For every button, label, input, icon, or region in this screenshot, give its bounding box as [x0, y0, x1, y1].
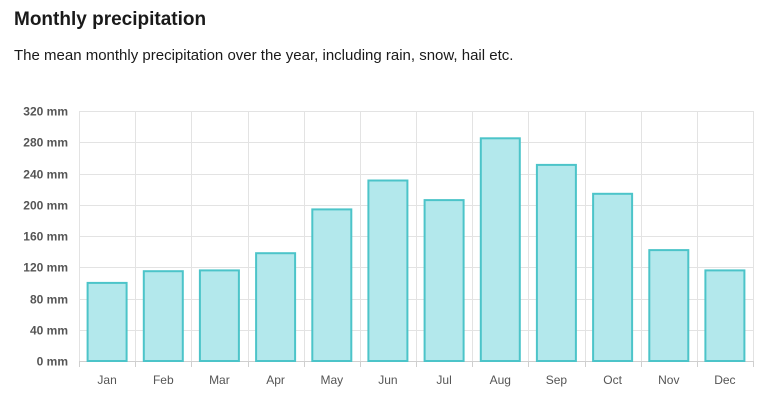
bar-jan[interactable]	[86, 281, 128, 362]
y-tick-label: 200 mm	[23, 199, 68, 213]
bar-may[interactable]	[311, 208, 353, 362]
bar-aug[interactable]	[479, 137, 521, 362]
chart-title: Monthly precipitation	[14, 9, 207, 30]
x-tick-label: Jun	[378, 373, 397, 387]
bar-sep[interactable]	[535, 163, 577, 362]
x-tick-label: Jul	[436, 373, 451, 387]
y-tick-label: 0 mm	[37, 355, 68, 369]
bar-oct[interactable]	[592, 192, 634, 362]
bar-jun[interactable]	[367, 179, 409, 362]
y-tick-label: 40 mm	[30, 324, 68, 338]
x-tick-label: Aug	[490, 373, 511, 387]
chart-subtitle: The mean monthly precipitation over the …	[14, 47, 514, 64]
x-tick-label: Apr	[266, 373, 285, 387]
x-tick-label: Mar	[209, 373, 230, 387]
y-tick-label: 320 mm	[23, 105, 68, 119]
x-tick-label: Feb	[153, 373, 174, 387]
bar-jul[interactable]	[423, 199, 465, 362]
grid-lines	[79, 111, 754, 361]
axes	[79, 361, 754, 367]
y-tick-labels: 0 mm 40 mm 80 mm 120 mm 160 mm 200 mm 240 mm 28…	[23, 105, 68, 369]
bar-nov[interactable]	[648, 249, 690, 363]
x-tick-label: Sep	[546, 373, 568, 387]
y-tick-label: 240 mm	[23, 168, 68, 182]
bar-mar[interactable]	[198, 269, 240, 362]
bar-feb[interactable]	[142, 270, 184, 363]
bar-apr[interactable]	[255, 252, 297, 362]
bars	[86, 137, 746, 363]
y-tick-label: 80 mm	[30, 293, 68, 307]
x-tick-labels: Jan Feb Mar Apr May Jun Jul Aug Sep Oct Nov Dec	[97, 373, 735, 387]
x-tick-label: Oct	[603, 373, 622, 387]
y-tick-label: 160 mm	[23, 230, 68, 244]
x-tick-label: Jan	[97, 373, 116, 387]
y-tick-label: 120 mm	[23, 261, 68, 275]
x-tick-label: Nov	[658, 373, 679, 387]
y-tick-label: 280 mm	[23, 136, 68, 150]
x-tick-label: Dec	[714, 373, 735, 387]
bar-dec[interactable]	[704, 269, 746, 362]
x-tick-label: May	[320, 373, 343, 387]
